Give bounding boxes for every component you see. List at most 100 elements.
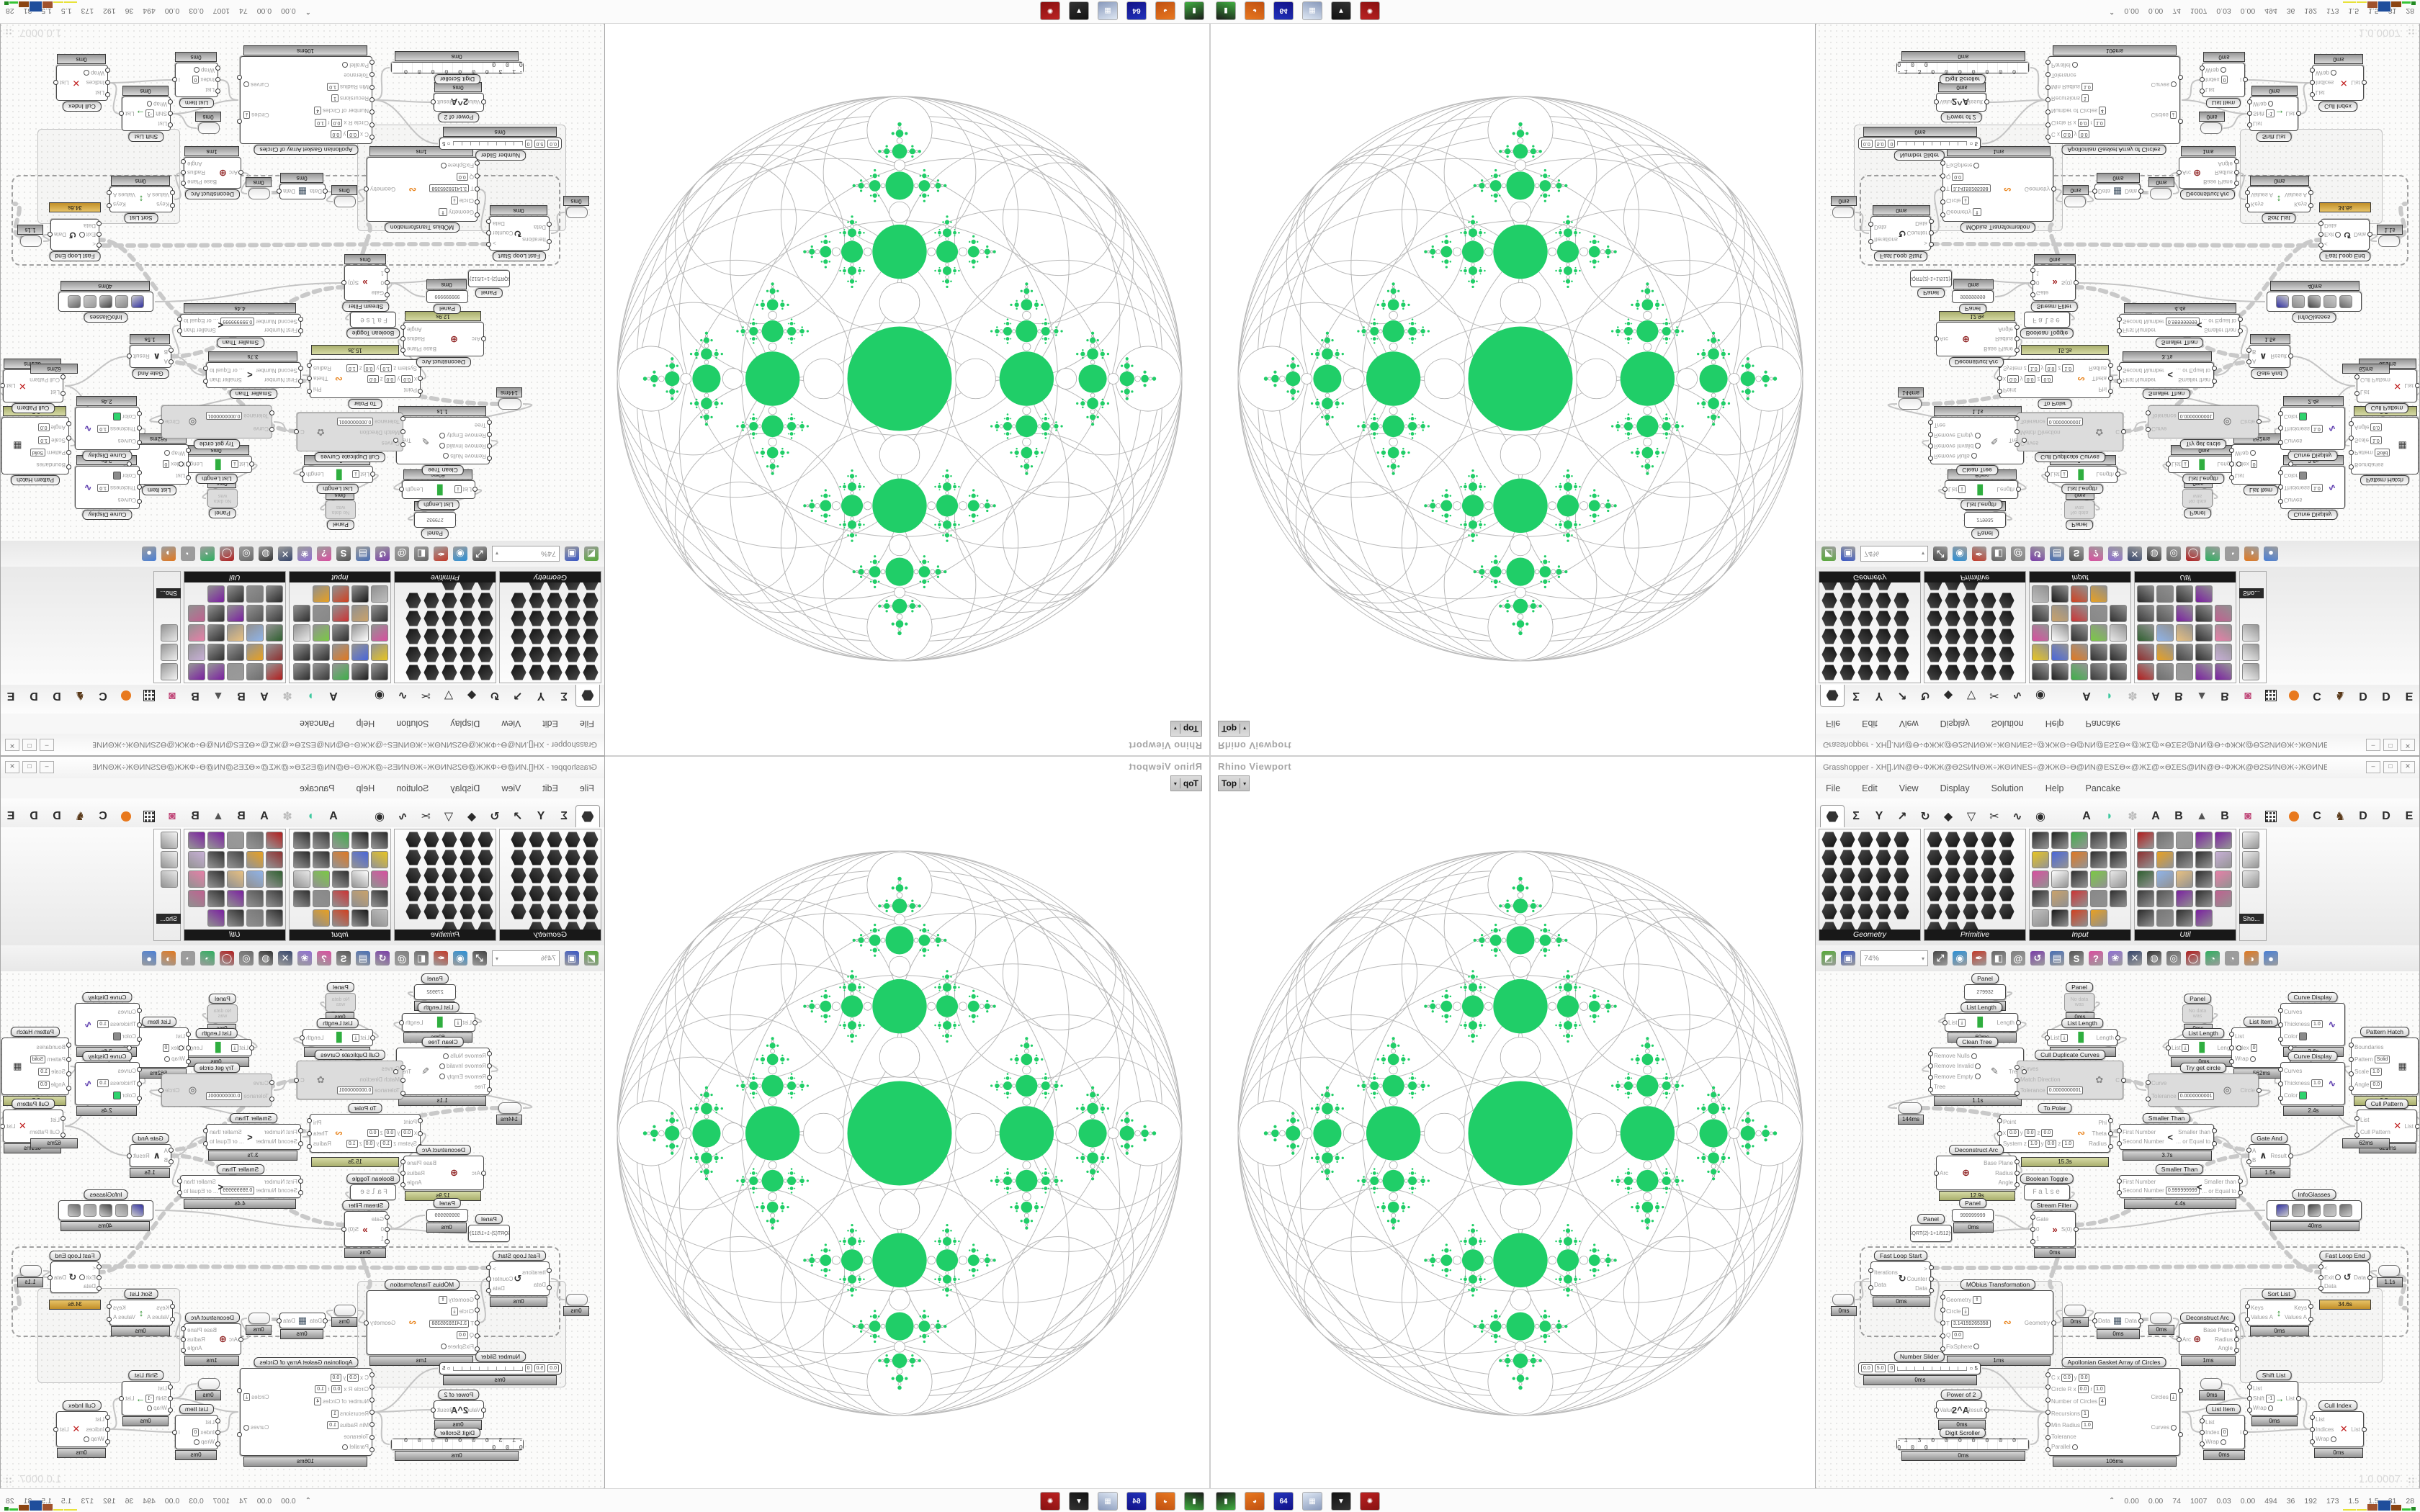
component-icon[interactable] [2071, 663, 2088, 680]
gh-node-curve-display[interactable]: Curves Thickness 1.0 Color ∿ [75, 407, 140, 450]
info-icon[interactable] [2323, 1204, 2336, 1217]
value-chip[interactable]: 0.0 [2041, 375, 2053, 384]
value-chip[interactable]: 0 [2250, 1043, 2258, 1052]
output-port[interactable] [2108, 1144, 2113, 1149]
tab-params[interactable] [1820, 805, 1845, 827]
input-port[interactable] [186, 474, 191, 480]
preview-eye-icon[interactable]: ◉ [453, 546, 467, 561]
input-port[interactable] [137, 1096, 142, 1101]
menu-help[interactable]: Help [2045, 783, 2064, 793]
preview-eye-icon[interactable]: ◉ [453, 951, 467, 966]
slider-chip[interactable]: 5.0 [1874, 1364, 1886, 1372]
red-ring-icon[interactable]: ◯ [2186, 546, 2200, 561]
value-chip[interactable]: 0 [192, 1428, 200, 1436]
green-pin-icon[interactable]: ◔ [2205, 951, 2220, 966]
input-port[interactable] [369, 84, 375, 90]
component-icon[interactable] [1894, 647, 1909, 662]
component-icon[interactable] [478, 647, 493, 662]
value-chip[interactable]: 0.0 [331, 118, 343, 127]
flatten-icon[interactable]: ⤓ [2061, 1033, 2068, 1042]
gh-node-try-get-circle[interactable]: Curve Tolerance 0.0000000001 ◎ Circle [2148, 405, 2259, 438]
flatten-icon[interactable]: ⇑ [439, 1295, 447, 1304]
output-port[interactable] [400, 325, 405, 330]
flatten-icon[interactable]: ⤓ [454, 1018, 462, 1027]
component-icon[interactable] [1857, 611, 1873, 626]
gh-node-list-length[interactable]: List ⤓ ▊ Length [302, 1029, 373, 1046]
component-icon[interactable] [478, 904, 493, 919]
value-chip[interactable]: 0.0 [2078, 130, 2090, 139]
palette-footer-util[interactable]: Util [184, 930, 285, 940]
palette-footer-input[interactable]: Input [290, 572, 390, 582]
component-icon[interactable] [161, 832, 178, 849]
search-icon[interactable]: S [2069, 546, 2084, 561]
gha-icon[interactable]: ↺ [375, 546, 390, 561]
tab-plugin-bird[interactable]: ♞ [74, 689, 86, 701]
input-port[interactable] [369, 1434, 375, 1440]
obscure-icon[interactable]: ◧ [1991, 951, 2006, 966]
gh-node-digit-scroller[interactable]: -1 3 0 0 0 0 0 0 0 0 0 0 [391, 1437, 524, 1452]
component-icon[interactable] [511, 629, 526, 644]
input-port[interactable] [475, 1308, 480, 1313]
info-icon[interactable] [2276, 295, 2289, 308]
component-icon[interactable] [293, 832, 310, 849]
slider-body[interactable]: 0.0 5.0 0 ○ 5 [1859, 138, 1980, 149]
gh-node-sort-list[interactable]: Keys Values A ↕ Keys Values A [109, 186, 173, 212]
component-icon[interactable] [424, 868, 439, 883]
input-port[interactable] [2045, 59, 2051, 65]
gh-node-fast-loop-end[interactable]: < Exit Data ↺ Data [2321, 219, 2370, 251]
tab-curve[interactable]: ↻ [490, 811, 500, 823]
doc-edit-icon[interactable]: ▤ [2050, 546, 2064, 561]
input-port[interactable] [105, 1439, 110, 1444]
tab-display[interactable]: ◉ [375, 811, 385, 823]
component-icon[interactable] [2215, 644, 2232, 661]
floppy-64-app-icon[interactable]: 64 [1273, 1492, 1294, 1511]
input-port[interactable] [2318, 1264, 2323, 1270]
gh-node-panel[interactable]: 999999999 [1952, 290, 1994, 303]
viewport-camera-button[interactable]: Top ▾ [1218, 775, 1250, 791]
component-icon[interactable] [1963, 593, 1978, 608]
component-icon[interactable] [207, 832, 225, 849]
component-icon[interactable] [1839, 868, 1855, 883]
tab-plugin-grid[interactable] [2259, 806, 2282, 827]
input-port[interactable] [2349, 1086, 2354, 1091]
value-chip[interactable]: 0.0 [2077, 1385, 2089, 1394]
component-icon[interactable] [351, 851, 369, 868]
value-chip[interactable]: -1 [145, 1394, 154, 1403]
input-port[interactable] [298, 317, 303, 322]
input-port[interactable] [2318, 242, 2323, 248]
tab-plugin-mountain[interactable]: ▲ [2196, 810, 2208, 822]
gh-node-apollonian-gasket-array-of-circles[interactable]: C x 0.0 y 0.0 Circle R x 0.0 r 1.0 Number of Cir… [2048, 1368, 2180, 1456]
input-port[interactable] [238, 1337, 243, 1342]
component-icon[interactable] [460, 629, 475, 644]
component-icon[interactable] [1857, 629, 1873, 644]
input-port[interactable] [1997, 389, 2002, 394]
floppy-64-app-icon[interactable]: 64 [1126, 1, 1147, 20]
input-port[interactable] [1868, 1268, 1873, 1273]
component-icon[interactable] [1894, 868, 1909, 883]
value-chip[interactable]: 1.0 [2311, 484, 2323, 492]
blue-sphere-icon[interactable]: ● [142, 951, 156, 966]
calculator-app-icon[interactable]: ▦ [1302, 1, 1322, 20]
value-chip[interactable]: 3.14159265358 [1950, 184, 1991, 193]
value-chip[interactable]: 0.0 [457, 1331, 468, 1339]
open-file-icon[interactable]: ◩ [584, 546, 599, 561]
value-chip[interactable]: 0.0 [2024, 1128, 2036, 1137]
menu-file[interactable]: File [579, 719, 594, 729]
zoom-level-select[interactable]: 74% ▾ [492, 950, 560, 966]
input-port[interactable] [215, 1430, 220, 1435]
input-port[interactable] [547, 1285, 552, 1290]
output-port[interactable] [2015, 348, 2020, 353]
value-chip[interactable]: 4 [2099, 1397, 2106, 1405]
component-icon[interactable] [1927, 904, 1942, 919]
component-icon[interactable] [227, 663, 244, 680]
value-chip[interactable]: 4 [314, 1397, 321, 1405]
gh-node-try-get-circle[interactable]: Curve Tolerance 0.0000000001 ◎ Circle [2148, 1074, 2259, 1107]
component-icon[interactable] [266, 870, 283, 888]
input-port[interactable] [2278, 1081, 2283, 1086]
viewport-camera-button[interactable]: Top ▾ [1218, 721, 1250, 737]
firefox-app-icon[interactable]: ◕ [1245, 1, 1265, 20]
component-icon[interactable] [2137, 909, 2154, 927]
component-icon[interactable] [478, 611, 493, 626]
gh-node-m-bius-transformation[interactable]: Geometry ⇑ Circle ⤓ T 3.14159265358 Q 0.0 FixSph… [1942, 1290, 2053, 1355]
input-port[interactable] [2117, 366, 2122, 371]
